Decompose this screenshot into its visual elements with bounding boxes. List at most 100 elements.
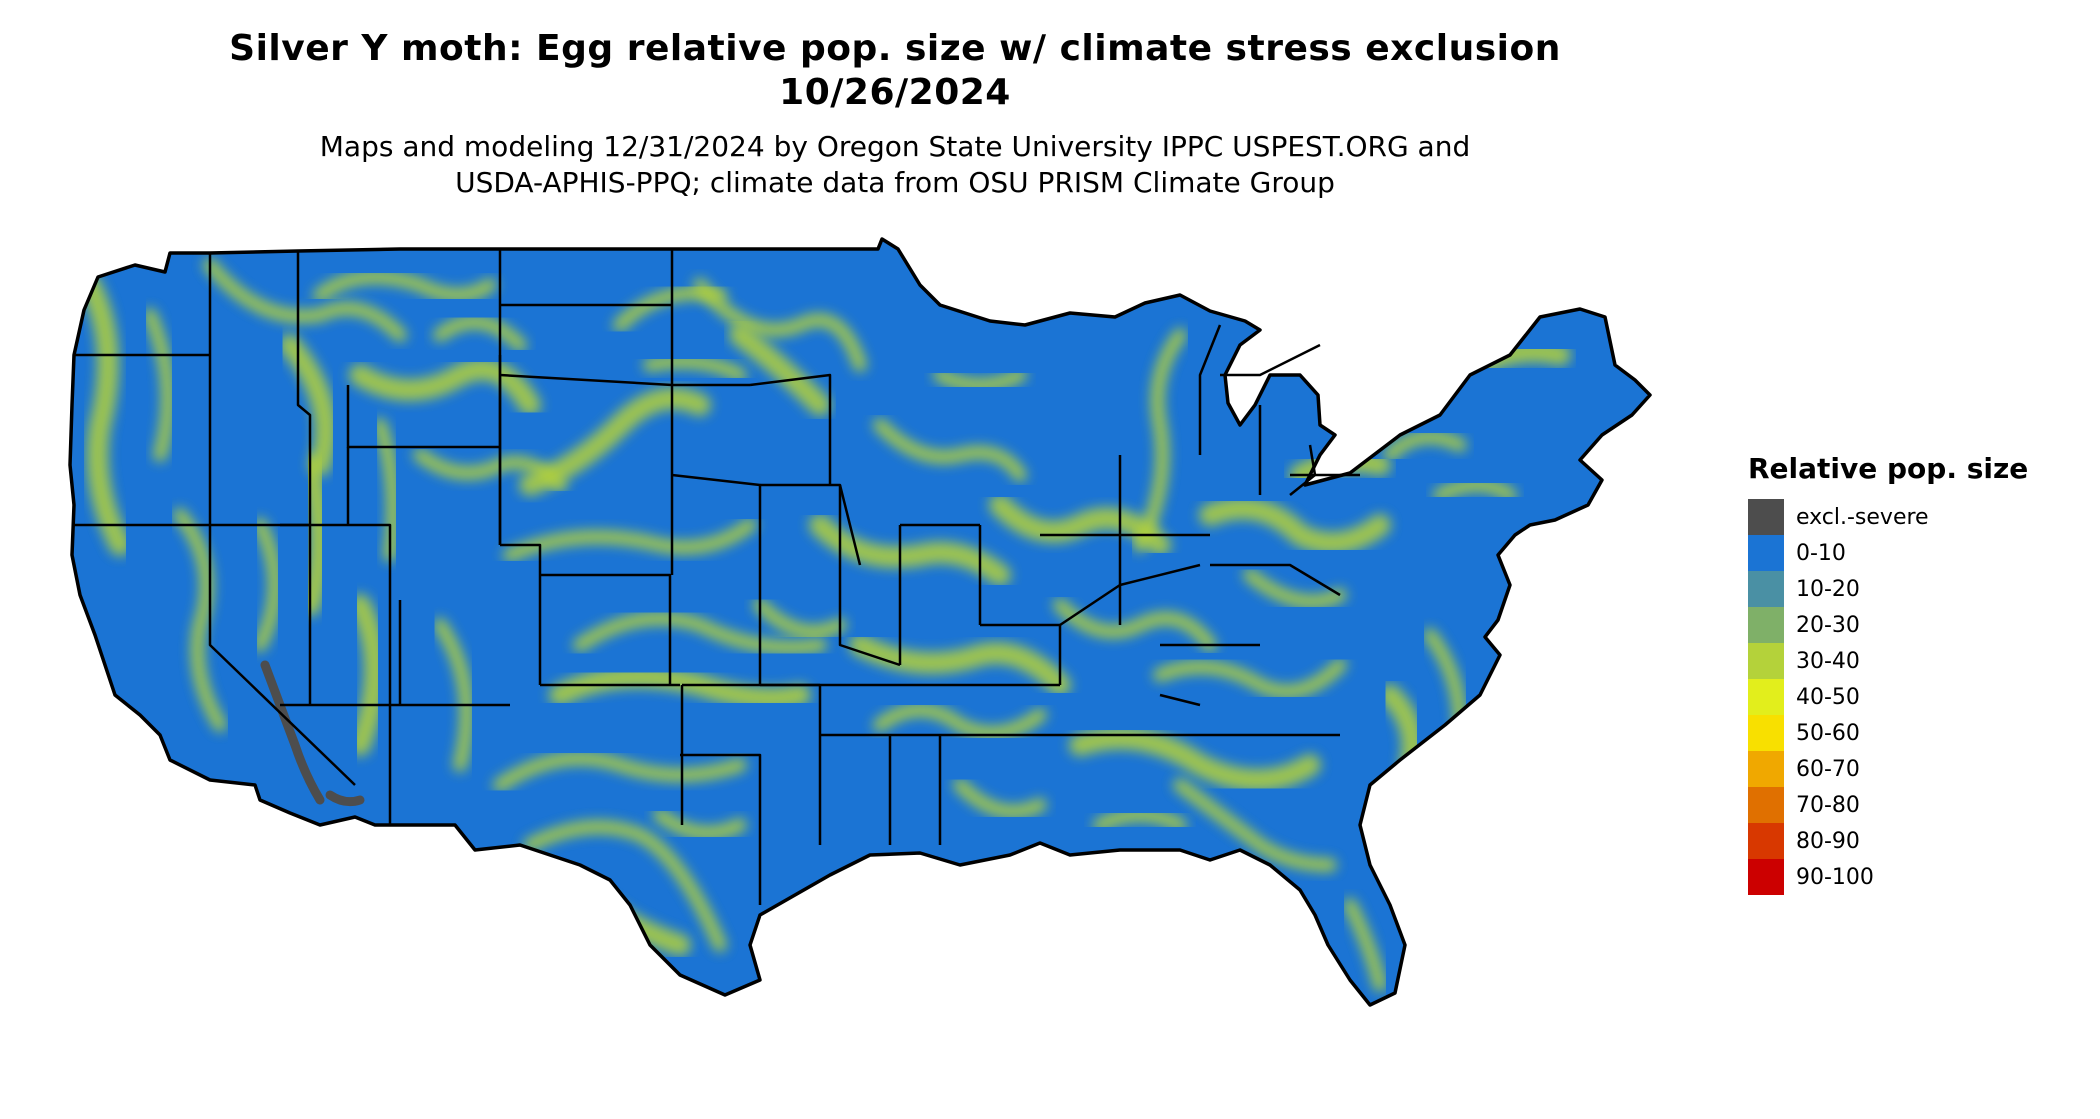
- hotspot-band: [1433, 478, 1517, 502]
- hotspot-band: [503, 518, 757, 562]
- hotspot-band: [143, 308, 175, 462]
- hotspot-band: [253, 518, 282, 652]
- legend-title: Relative pop. size: [1748, 452, 2029, 485]
- hotspot-band: [1133, 328, 1187, 552]
- legend-label: excl.-severe: [1796, 504, 1929, 530]
- hotspot-band: [1199, 497, 1391, 554]
- legend-swatch: [1748, 571, 1784, 607]
- legend-swatch: [1748, 751, 1784, 787]
- hotspot-band: [519, 387, 711, 496]
- hotspot-band: [953, 778, 1047, 819]
- legend-item: 60-70: [1748, 751, 2028, 787]
- legend-swatch: [1748, 787, 1784, 823]
- state-border: [749, 373, 832, 485]
- hotspot-band: [203, 258, 407, 342]
- excluded-layer: [260, 660, 365, 807]
- legend-item: excl.-severe: [1748, 499, 2028, 535]
- state-border: [500, 543, 542, 685]
- map-panel: [60, 225, 1720, 1115]
- legend-item: 20-30: [1748, 607, 2028, 643]
- state-border: [1198, 324, 1222, 455]
- hotspot-band: [493, 751, 747, 792]
- legend-swatch: [1748, 535, 1784, 571]
- hotspot-band: [1243, 568, 1347, 609]
- legend-label: 0-10: [1796, 540, 1846, 566]
- state-border: [499, 373, 673, 387]
- hotspot-band: [1053, 598, 1217, 652]
- state-border: [208, 525, 356, 786]
- state-border: [280, 523, 392, 705]
- legend-item: 0-10: [1748, 535, 2028, 571]
- legend-swatch: [1748, 607, 1784, 643]
- state-border: [838, 485, 901, 667]
- legend-label: 40-50: [1796, 684, 1860, 710]
- hotspot-band: [933, 368, 1027, 392]
- hotspot-band: [433, 618, 474, 772]
- state-border: [1210, 563, 1341, 597]
- hotspot-band: [349, 594, 386, 756]
- state-borders: [72, 249, 1360, 905]
- legend-swatch: [1748, 643, 1784, 679]
- legend-label: 30-40: [1796, 648, 1860, 674]
- hotspot-band: [313, 270, 497, 302]
- hotspot-band: [849, 634, 1071, 696]
- legend-label: 10-20: [1796, 576, 1860, 602]
- hotspot-band: [1173, 778, 1337, 872]
- excluded-area: [325, 790, 365, 807]
- hotspot-band: [729, 324, 831, 416]
- conus-landmass: [70, 239, 1650, 1005]
- conus-outline: [68, 237, 1652, 1007]
- legend-item: 50-60: [1748, 715, 2028, 751]
- us-map: [68, 237, 1652, 1007]
- hotspot-band: [989, 494, 1171, 556]
- state-border: [296, 251, 312, 525]
- legend-label: 70-80: [1796, 792, 1860, 818]
- state-border: [680, 753, 762, 905]
- hotspot-band: [653, 808, 747, 840]
- hotspot-band: [873, 703, 1047, 740]
- hotspot-band: [299, 454, 331, 616]
- state-border: [1159, 693, 1201, 707]
- legend-item: 40-50: [1748, 679, 2028, 715]
- legend-label: 50-60: [1796, 720, 1860, 746]
- hotspot-band: [279, 334, 337, 476]
- legend-swatch: [1748, 715, 1784, 751]
- legend-swatch: [1748, 499, 1784, 535]
- legend-swatch: [1748, 823, 1784, 859]
- hotspot-band: [873, 418, 1027, 482]
- hotspot-band: [1153, 658, 1347, 699]
- legend-label: 60-70: [1796, 756, 1860, 782]
- hotspot-band: [693, 278, 867, 372]
- legend-swatch: [1748, 679, 1784, 715]
- legend-item: 10-20: [1748, 571, 2028, 607]
- subtitle-line-2: USDA-APHIS-PPQ; climate data from OSU PR…: [455, 166, 1335, 199]
- legend-label: 20-30: [1796, 612, 1860, 638]
- hotspot-band: [809, 514, 1011, 586]
- legend-items: excl.-severe 0-10 10-20 20-30 30-40 40-50 50-6…: [1748, 499, 2028, 895]
- legend-item: 70-80: [1748, 787, 2028, 823]
- hotspot-band: [753, 598, 847, 639]
- title-line-1: Silver Y moth: Egg relative pop. size w/…: [229, 28, 1561, 69]
- hotspot-band: [1343, 898, 1387, 992]
- legend-item: 80-90: [1748, 823, 2028, 859]
- hotspot-band: [1093, 808, 1187, 832]
- legend-label: 80-90: [1796, 828, 1860, 854]
- hotspot-band: [1383, 430, 1467, 462]
- state-border: [540, 573, 672, 685]
- legend-label: 90-100: [1796, 864, 1874, 890]
- excluded-area: [260, 660, 325, 805]
- legend-item: 90-100: [1748, 859, 2028, 895]
- hotspot-band: [173, 508, 227, 732]
- legend: Relative pop. size excl.-severe 0-10 10-20…: [1748, 452, 2028, 895]
- hotspot-band: [643, 354, 747, 382]
- state-border: [1289, 444, 1317, 496]
- hotspot-band: [573, 611, 827, 655]
- hotspot-band: [433, 315, 527, 352]
- hotspot-band: [349, 358, 541, 416]
- title-line-2: 10/26/2024: [779, 72, 1011, 113]
- hotspot-band: [523, 820, 727, 952]
- legend-swatch: [1748, 859, 1784, 895]
- legend-item: 30-40: [1748, 643, 2028, 679]
- hotspot-band: [1069, 727, 1321, 791]
- hotspot-band: [373, 418, 401, 562]
